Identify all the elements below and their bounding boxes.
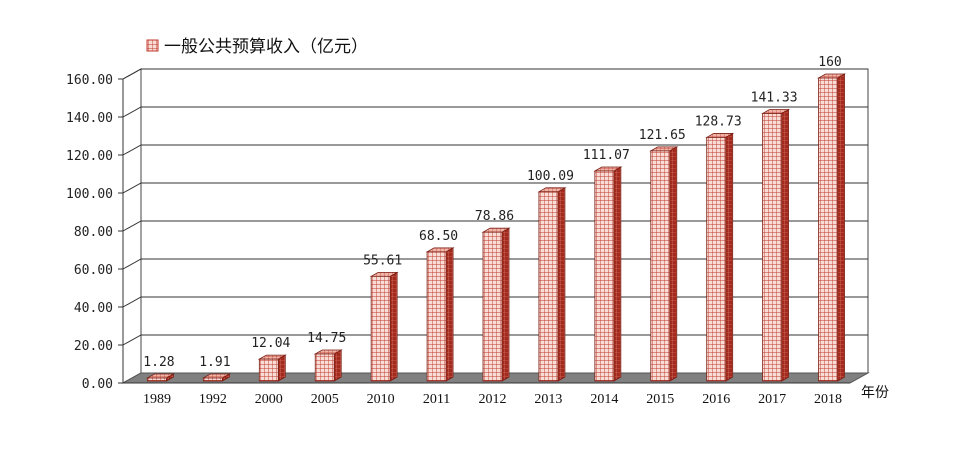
bar-side	[781, 108, 790, 382]
legend: 一般公共预算收入（亿元）	[146, 37, 368, 57]
x-tick-label: 2015	[646, 392, 674, 407]
bar	[649, 146, 679, 382]
bar-front	[258, 358, 279, 382]
bar-side	[501, 227, 510, 382]
bar-side	[557, 187, 566, 382]
bar	[201, 373, 231, 382]
x-tick-label: 2013	[534, 392, 562, 407]
data-label: 111.07	[583, 148, 630, 163]
x-axis-unit-label: 年份	[861, 385, 889, 401]
bar-front	[818, 77, 838, 382]
bars	[145, 73, 847, 382]
bar-side	[389, 271, 398, 382]
bar-front	[314, 353, 335, 382]
bar-front	[762, 113, 783, 382]
bar	[761, 108, 791, 382]
bar-side	[613, 166, 622, 382]
x-tick-label: 2012	[479, 392, 507, 407]
gridline	[122, 144, 868, 156]
y-tick-label: 0.00	[82, 377, 113, 392]
data-label: 12.04	[251, 336, 290, 351]
bar	[257, 354, 287, 382]
x-tick-label: 1992	[199, 392, 227, 407]
bar	[817, 73, 847, 382]
x-tick-label: 1989	[143, 392, 171, 407]
data-label: 1.28	[143, 355, 174, 370]
bar-front	[147, 377, 167, 382]
gridline	[122, 258, 868, 270]
x-tick-label: 2011	[423, 392, 450, 407]
gridline	[122, 334, 868, 346]
data-label: 160	[818, 55, 841, 70]
y-tick-label: 160.00	[66, 73, 113, 88]
data-labels: 1.28 1.91 12.04 14.75 55.61 68.50 78.86 100.09 1…	[143, 55, 841, 370]
bar	[593, 166, 623, 382]
gridline	[122, 220, 868, 232]
bar-front	[706, 137, 727, 382]
bar-side	[669, 146, 678, 382]
data-label: 121.65	[639, 128, 686, 143]
y-tick-label: 80.00	[74, 225, 113, 240]
bar	[537, 187, 567, 382]
bar-side	[277, 354, 286, 382]
gridline	[122, 68, 868, 80]
data-label: 14.75	[307, 331, 346, 346]
gridline	[122, 182, 868, 194]
data-label: 1.91	[199, 355, 230, 370]
x-tick-label: 2005	[311, 392, 339, 407]
x-tick-label: 2017	[758, 392, 786, 407]
bar	[145, 373, 175, 382]
gridline	[122, 106, 868, 118]
bar-front	[426, 251, 447, 382]
bar-front	[594, 170, 615, 382]
data-label: 55.61	[363, 253, 402, 268]
bar-front	[370, 275, 391, 382]
bar-side	[725, 132, 734, 382]
bar-side	[333, 349, 342, 382]
x-tick-label: 2000	[255, 392, 283, 407]
gridlines	[122, 68, 868, 384]
y-tick-label: 100.00	[66, 187, 113, 202]
data-label: 128.73	[695, 114, 742, 129]
y-tick-label: 40.00	[74, 301, 113, 316]
bar-front	[538, 191, 559, 382]
bar-front	[650, 150, 671, 382]
x-axis: 1989 1992 2000 2005 2010 2011 2012 2013 2014 2015…	[123, 382, 850, 407]
y-tick-label: 60.00	[74, 263, 113, 278]
y-tick-label: 140.00	[66, 111, 113, 126]
data-label: 78.86	[475, 209, 514, 224]
gridline	[122, 296, 868, 308]
x-tick-label: 2016	[702, 392, 730, 407]
bar	[425, 247, 455, 382]
legend-label: 一般公共预算收入（亿元）	[164, 37, 368, 57]
data-label: 100.09	[527, 169, 574, 184]
y-tick-label: 20.00	[74, 339, 113, 354]
bar-front	[202, 377, 223, 382]
bar-front	[482, 231, 503, 382]
bar-side	[837, 73, 845, 382]
bar-side	[445, 247, 454, 382]
y-axis: 0.00 20.00 40.00 60.00 80.00 100.00 120.00 140.…	[66, 73, 124, 392]
bar	[369, 271, 399, 382]
legend-swatch	[146, 39, 159, 52]
bar	[705, 132, 735, 382]
x-tick-label: 2018	[814, 392, 842, 407]
bar	[313, 349, 343, 382]
x-tick-label: 2010	[367, 392, 395, 407]
y-tick-label: 120.00	[66, 149, 113, 164]
data-label: 68.50	[419, 229, 458, 244]
data-label: 141.33	[751, 90, 798, 105]
x-tick-label: 2014	[590, 392, 618, 407]
bar	[481, 227, 511, 382]
